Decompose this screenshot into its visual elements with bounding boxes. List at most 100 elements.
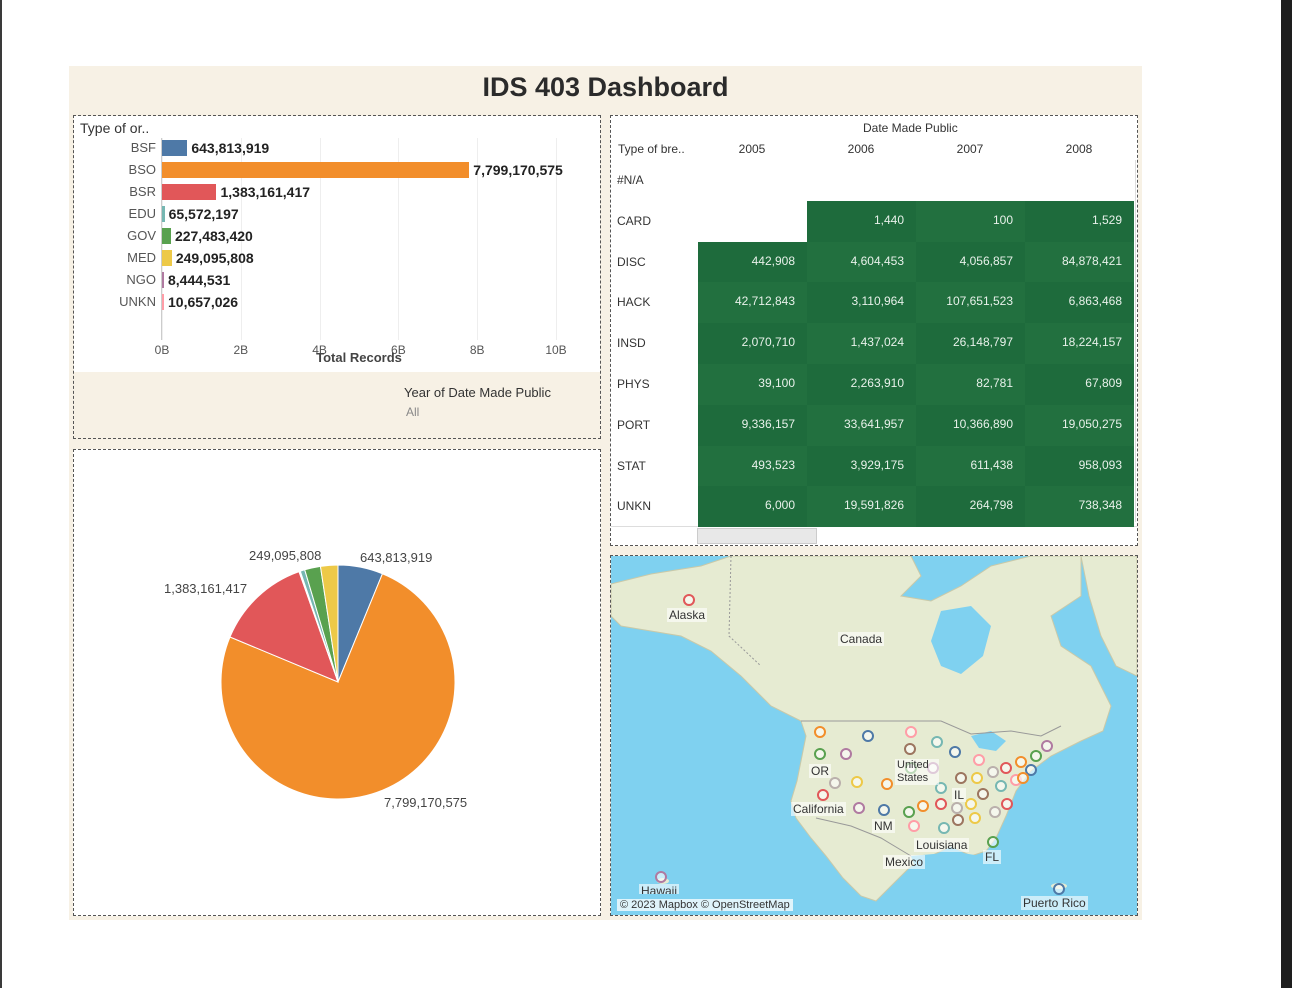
map-marker[interactable] xyxy=(817,789,829,801)
heatmap-cell[interactable]: 6,863,468 xyxy=(1025,282,1134,324)
map-marker[interactable] xyxy=(987,766,999,778)
map-marker[interactable] xyxy=(989,806,1001,818)
heatmap-cell[interactable]: 10,366,890 xyxy=(916,404,1025,446)
heatmap-column-header[interactable]: 2008 xyxy=(1065,142,1093,156)
pie-slice-med[interactable] xyxy=(319,564,339,683)
bar-row[interactable]: MED 249,095,808 xyxy=(74,248,600,268)
map-marker[interactable] xyxy=(851,776,863,788)
heatmap-cell[interactable]: 67,809 xyxy=(1025,364,1134,405)
map-marker[interactable] xyxy=(951,802,963,814)
heatmap-cell[interactable]: 493,523 xyxy=(698,445,807,487)
map-marker[interactable] xyxy=(1017,772,1029,784)
heatmap-cell[interactable]: 33,641,957 xyxy=(807,404,916,446)
bar-chart-panel[interactable]: Type of or.. 0B 2B 4B 6B 8B 10B BSF 643,813,919… xyxy=(73,115,601,439)
heatmap-cell[interactable]: 738,348 xyxy=(1025,486,1134,528)
heatmap-cell[interactable]: 19,591,826 xyxy=(807,486,916,528)
map-marker[interactable] xyxy=(935,798,947,810)
bar-row[interactable]: EDU 65,572,197 xyxy=(74,204,600,224)
heatmap-cell[interactable]: 39,100 xyxy=(698,364,807,405)
map-marker[interactable] xyxy=(971,772,983,784)
map-marker[interactable] xyxy=(949,746,961,758)
map-marker[interactable] xyxy=(938,822,950,834)
heatmap-cell[interactable]: 18,224,157 xyxy=(1025,323,1134,365)
heatmap-panel[interactable]: Date Made Public Type of bre.. 2005 2006 2… xyxy=(610,115,1138,546)
map-marker[interactable] xyxy=(904,743,916,755)
heatmap-cell[interactable]: 84,878,421 xyxy=(1025,241,1134,283)
map-marker[interactable] xyxy=(935,782,947,794)
heatmap-cell[interactable]: 4,604,453 xyxy=(807,241,916,283)
map-marker[interactable] xyxy=(969,812,981,824)
map-marker[interactable] xyxy=(878,804,890,816)
bar-row[interactable]: BSR 1,383,161,417 xyxy=(74,182,600,202)
map-marker[interactable] xyxy=(1053,883,1065,895)
map-marker[interactable] xyxy=(987,836,999,848)
map-attribution[interactable]: © 2023 Mapbox © OpenStreetMap xyxy=(617,899,793,911)
heatmap-row-label[interactable]: PORT xyxy=(617,417,651,432)
bar-row[interactable]: BSF 643,813,919 xyxy=(74,138,600,158)
map-marker[interactable] xyxy=(881,778,893,790)
map-marker[interactable] xyxy=(995,780,1007,792)
heatmap-cell[interactable]: 1,437,024 xyxy=(807,323,916,365)
heatmap-column-header[interactable]: 2007 xyxy=(956,142,984,156)
heatmap-row-label[interactable]: #N/A xyxy=(617,173,644,187)
bar-row[interactable]: BSO 7,799,170,575 xyxy=(74,160,600,180)
heatmap-cell[interactable]: 2,263,910 xyxy=(807,364,916,405)
map-marker[interactable] xyxy=(1041,740,1053,752)
map-marker[interactable] xyxy=(655,871,667,883)
map-marker[interactable] xyxy=(905,726,917,738)
map-marker[interactable] xyxy=(862,730,874,742)
heatmap-row-label[interactable]: CARD xyxy=(617,213,652,228)
heatmap-cell[interactable]: 3,110,964 xyxy=(807,282,916,324)
heatmap-cell[interactable]: 4,056,857 xyxy=(916,241,1025,283)
heatmap-cell[interactable]: 26,148,797 xyxy=(916,323,1025,365)
heatmap-cell[interactable]: 442,908 xyxy=(698,241,807,283)
map-marker[interactable] xyxy=(903,806,915,818)
map-marker[interactable] xyxy=(683,594,695,606)
heatmap-row-label[interactable]: HACK xyxy=(617,295,651,310)
map-marker[interactable] xyxy=(1025,764,1037,776)
heatmap-cell[interactable]: 19,050,275 xyxy=(1025,404,1134,446)
heatmap-cell[interactable]: 100 xyxy=(916,200,1025,242)
heatmap-cell[interactable]: 1,440 xyxy=(807,200,916,242)
heatmap-cell[interactable]: 611,438 xyxy=(916,445,1025,487)
heatmap-row-label[interactable]: STAT xyxy=(617,458,646,473)
heatmap-cell[interactable]: 958,093 xyxy=(1025,445,1134,487)
bar-edu[interactable] xyxy=(162,206,165,222)
map-marker[interactable] xyxy=(917,800,929,812)
heatmap-column-header[interactable]: 2005 xyxy=(738,142,766,156)
bar-med[interactable] xyxy=(162,250,172,266)
map-marker[interactable] xyxy=(931,736,943,748)
heatmap-column-header[interactable]: 2006 xyxy=(847,142,875,156)
map-marker[interactable] xyxy=(977,788,989,800)
heatmap-cell[interactable]: 9,336,157 xyxy=(698,404,807,446)
heatmap-cell[interactable]: 3,929,175 xyxy=(807,445,916,487)
map-marker[interactable] xyxy=(973,754,985,766)
heatmap-row-label[interactable]: DISC xyxy=(617,254,646,269)
map-marker[interactable] xyxy=(952,814,964,826)
heatmap-cell[interactable]: 6,000 xyxy=(698,486,807,528)
heatmap-cell[interactable]: 82,781 xyxy=(916,364,1025,405)
bar-unkn[interactable] xyxy=(162,294,164,310)
map-marker[interactable] xyxy=(814,726,826,738)
bar-bso[interactable] xyxy=(162,162,470,178)
map-marker[interactable] xyxy=(965,798,977,810)
map-marker[interactable] xyxy=(955,772,967,784)
map-marker[interactable] xyxy=(829,777,841,789)
map-marker[interactable] xyxy=(853,802,865,814)
bar-row[interactable]: GOV 227,483,420 xyxy=(74,226,600,246)
heatmap-cell[interactable]: 264,798 xyxy=(916,486,1025,528)
heatmap-cell[interactable]: 107,651,523 xyxy=(916,282,1025,324)
heatmap-row-label[interactable]: PHYS xyxy=(617,377,650,391)
map-marker[interactable] xyxy=(908,820,920,832)
heatmap-cell[interactable]: 42,712,843 xyxy=(698,282,807,324)
heatmap-scrollbar-thumb[interactable] xyxy=(697,528,817,544)
year-filter-value[interactable]: All xyxy=(406,405,420,419)
heatmap-row-label[interactable]: UNKN xyxy=(617,499,652,514)
heatmap-cell[interactable]: 2,070,710 xyxy=(698,323,807,365)
bar-bsf[interactable] xyxy=(162,140,188,156)
bar-ngo[interactable] xyxy=(162,272,164,288)
map-marker[interactable] xyxy=(1015,756,1027,768)
pie-chart-panel[interactable]: 643,813,919 7,799,170,575 1,383,161,417 249… xyxy=(73,449,601,916)
map-marker[interactable] xyxy=(1030,750,1042,762)
bar-row[interactable]: NGO 8,444,531 xyxy=(74,270,600,290)
